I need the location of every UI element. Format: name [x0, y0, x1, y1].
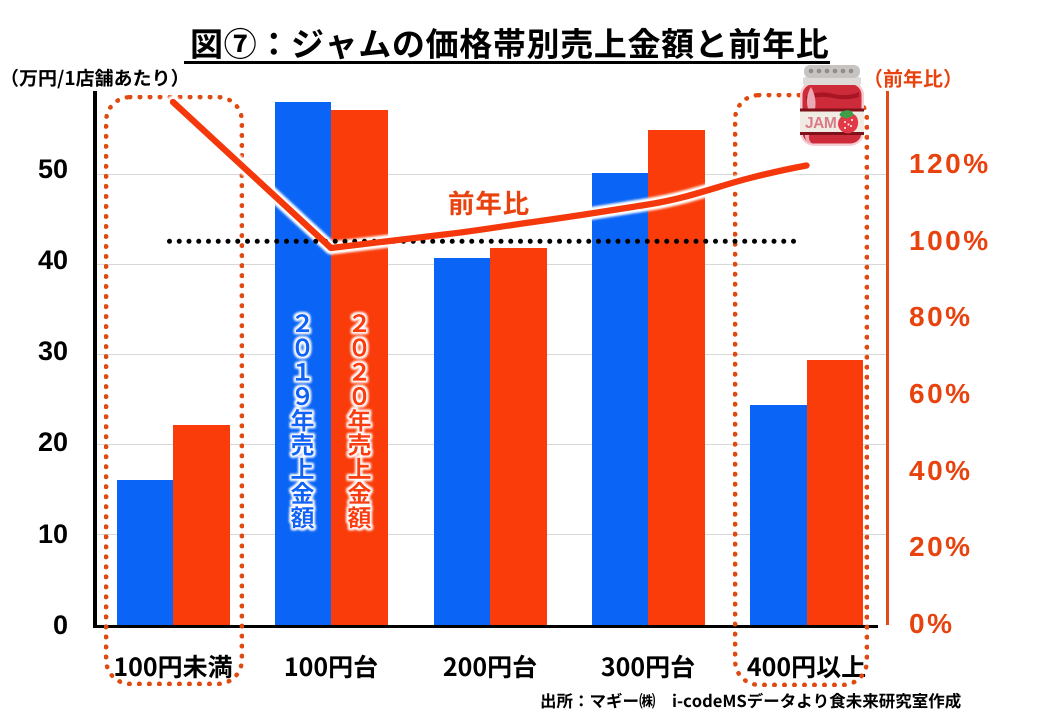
svg-text:JAM: JAM	[805, 115, 836, 132]
